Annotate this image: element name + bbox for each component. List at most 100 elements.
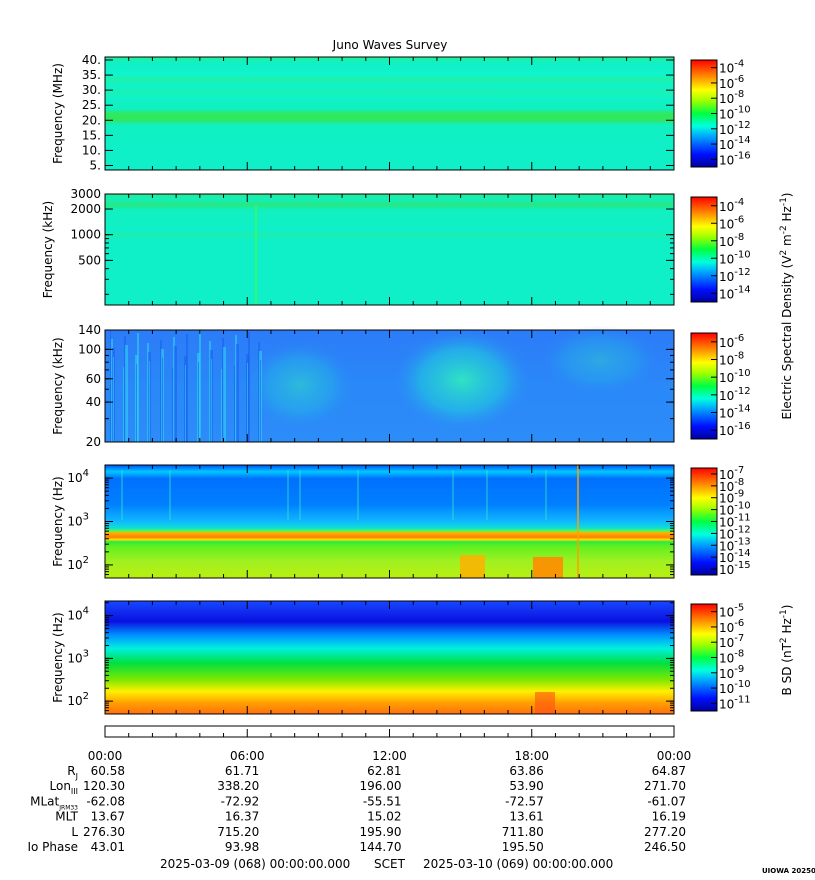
colorbar-tick-label: 10-14 — [719, 135, 751, 152]
y-tick-label: 100 — [78, 342, 101, 356]
colorbar-tick-label: 10-4 — [719, 197, 744, 214]
ephemeris-value: -72.92 — [221, 794, 260, 808]
x-tick-label: 18:00 — [514, 749, 549, 763]
colorbar-tick-label: 10-5 — [719, 603, 744, 620]
version-stamp: UIOWA 20250817 — [762, 867, 815, 875]
ephemeris-table: RJ 60.58 61.71 62.81 63.86 64.87 LonIII 120.30 3… — [27, 764, 686, 854]
spectrogram-panels: 40.35.30.25.20.15.10.5. Frequency (MHz) 10… — [41, 53, 751, 715]
ephemeris-value: 53.90 — [509, 779, 543, 793]
ephemeris-value: 16.37 — [225, 810, 259, 824]
ephemeris-value: -55.51 — [363, 794, 402, 808]
colorbar-tick-label: 10-12 — [719, 267, 751, 284]
chart-title: Juno Waves Survey — [332, 38, 448, 52]
x-tick-label: 06:00 — [230, 749, 265, 763]
spectrogram-image — [105, 465, 674, 578]
ephemeris-value: 144.70 — [360, 840, 402, 854]
colorbar-tick-label: 10-14 — [719, 284, 751, 301]
ephemeris-value: 62.81 — [367, 764, 401, 778]
colorbar-tick-label: 10-8 — [719, 649, 744, 666]
ephemeris-value: -61.07 — [647, 794, 686, 808]
ephemeris-value: 63.86 — [509, 764, 543, 778]
y-axis-label: Frequency (Hz) — [51, 476, 65, 567]
y-tick-label: 30. — [82, 83, 101, 97]
y-axis-label: Frequency (MHz) — [51, 63, 65, 164]
y-tick-label: 2000 — [70, 202, 101, 216]
ephemeris-value: 195.90 — [360, 825, 402, 839]
colorbar-title-magnetic: B SD (nT2 Hz-1) — [779, 605, 794, 696]
ephemeris-value: -62.08 — [86, 794, 125, 808]
ephemeris-value: 715.20 — [217, 825, 259, 839]
ephemeris-value: 276.30 — [83, 825, 125, 839]
y-axis-label: Frequency (kHz) — [41, 201, 55, 298]
ephemeris-value: 64.87 — [652, 764, 686, 778]
y-axis-label: Frequency (kHz) — [51, 337, 65, 434]
y-tick-label: 104 — [67, 606, 89, 623]
emission-texture — [121, 465, 579, 578]
ephemeris-value: 338.20 — [217, 779, 259, 793]
y-axis-label: Frequency (Hz) — [51, 612, 65, 703]
panel-3: 140 100 60 40 20 Frequency (kHz) 10-610-810-10… — [51, 323, 751, 449]
ephemeris-value: 15.02 — [367, 810, 401, 824]
ephemeris-label: L — [71, 825, 78, 839]
y-tick-label: 20 — [86, 435, 101, 449]
y-tick-label: 25. — [82, 98, 101, 112]
ephemeris-value: 13.67 — [91, 810, 125, 824]
colorbar-tick-label: 10-14 — [719, 548, 751, 565]
panel-1: 40.35.30.25.20.15.10.5. Frequency (MHz) 10… — [51, 53, 751, 172]
footer-end-time: 2025-03-10 (069) 00:00:00.000 — [423, 857, 613, 871]
colorbar-tick-label: 10-12 — [719, 386, 751, 403]
emission-texture — [110, 325, 660, 442]
y-tick-label: 1000 — [70, 228, 101, 242]
colorbar-tick-label: 10-10 — [719, 679, 751, 696]
colorbar-tick-label: 10-10 — [719, 368, 751, 385]
colorbar-tick-label: 10-12 — [719, 120, 751, 137]
y-tick-label: 103 — [67, 648, 89, 665]
colorbar-tick-label: 10-8 — [719, 89, 744, 106]
y-tick-label: 10. — [82, 143, 101, 157]
colorbar-tick-label: 10-10 — [719, 501, 751, 518]
y-tick-label: 102 — [67, 691, 89, 708]
y-tick-label: 5. — [90, 158, 101, 172]
colorbar-title-electric: Electric Spectral Density (V2 m-2 Hz-1) — [779, 192, 794, 419]
colorbar-tick-label: 10-16 — [719, 421, 751, 438]
footer-start-time: 2025-03-09 (068) 00:00:00.000 — [160, 857, 350, 871]
colorbar-tick-label: 10-10 — [719, 105, 751, 122]
colorbar-tick-label: 10-7 — [719, 465, 744, 482]
ephemeris-label: MLatJRM33 — [30, 794, 78, 811]
ephemeris-value: 13.61 — [509, 810, 543, 824]
colorbar-tick-label: 10-12 — [719, 524, 751, 541]
colorbar-tick-label: 10-14 — [719, 404, 751, 421]
colorbar-tick-label: 10-11 — [719, 513, 751, 530]
ephemeris-label: Io Phase — [27, 840, 78, 854]
y-tick-label: 35. — [82, 68, 101, 82]
ephemeris-value: 196.00 — [360, 779, 402, 793]
ephemeris-value: 61.71 — [225, 764, 259, 778]
x-tick-label: 12:00 — [372, 749, 407, 763]
colorbar-tick-label: 10-10 — [719, 249, 751, 266]
ephemeris-label: RJ — [67, 764, 78, 781]
time-axis: 00:00 06:00 12:00 18:00 00:00 — [88, 725, 691, 763]
ephemeris-value: 93.98 — [225, 840, 259, 854]
ephemeris-value: -72.57 — [505, 794, 544, 808]
ephemeris-value: 195.50 — [502, 840, 544, 854]
y-tick-label: 20. — [82, 113, 101, 127]
colorbar-tick-label: 10-11 — [719, 694, 751, 711]
colorbar-tick-label: 10-6 — [719, 333, 744, 350]
emission-texture — [535, 692, 555, 714]
ephemeris-value: 60.58 — [91, 764, 125, 778]
y-tick-label: 500 — [78, 253, 101, 267]
colorbar-4: 10-710-810-910-1010-1110-1210-1310-1410-… — [690, 465, 751, 577]
footer: 2025-03-09 (068) 00:00:00.000 SCET 2025-… — [160, 857, 815, 875]
y-tick-label: 102 — [67, 555, 89, 572]
colorbar-tick-label: 10-8 — [719, 351, 744, 368]
ephemeris-value: 120.30 — [83, 779, 125, 793]
colorbar-tick-label: 10-13 — [719, 536, 751, 553]
ephemeris-label: LonIII — [50, 779, 79, 796]
colorbar-tick-label: 10-6 — [719, 74, 744, 91]
colorbar-tick-label: 10-6 — [719, 214, 744, 231]
x-tick-label: 00:00 — [88, 749, 123, 763]
colorbar-tick-label: 10-8 — [719, 232, 744, 249]
